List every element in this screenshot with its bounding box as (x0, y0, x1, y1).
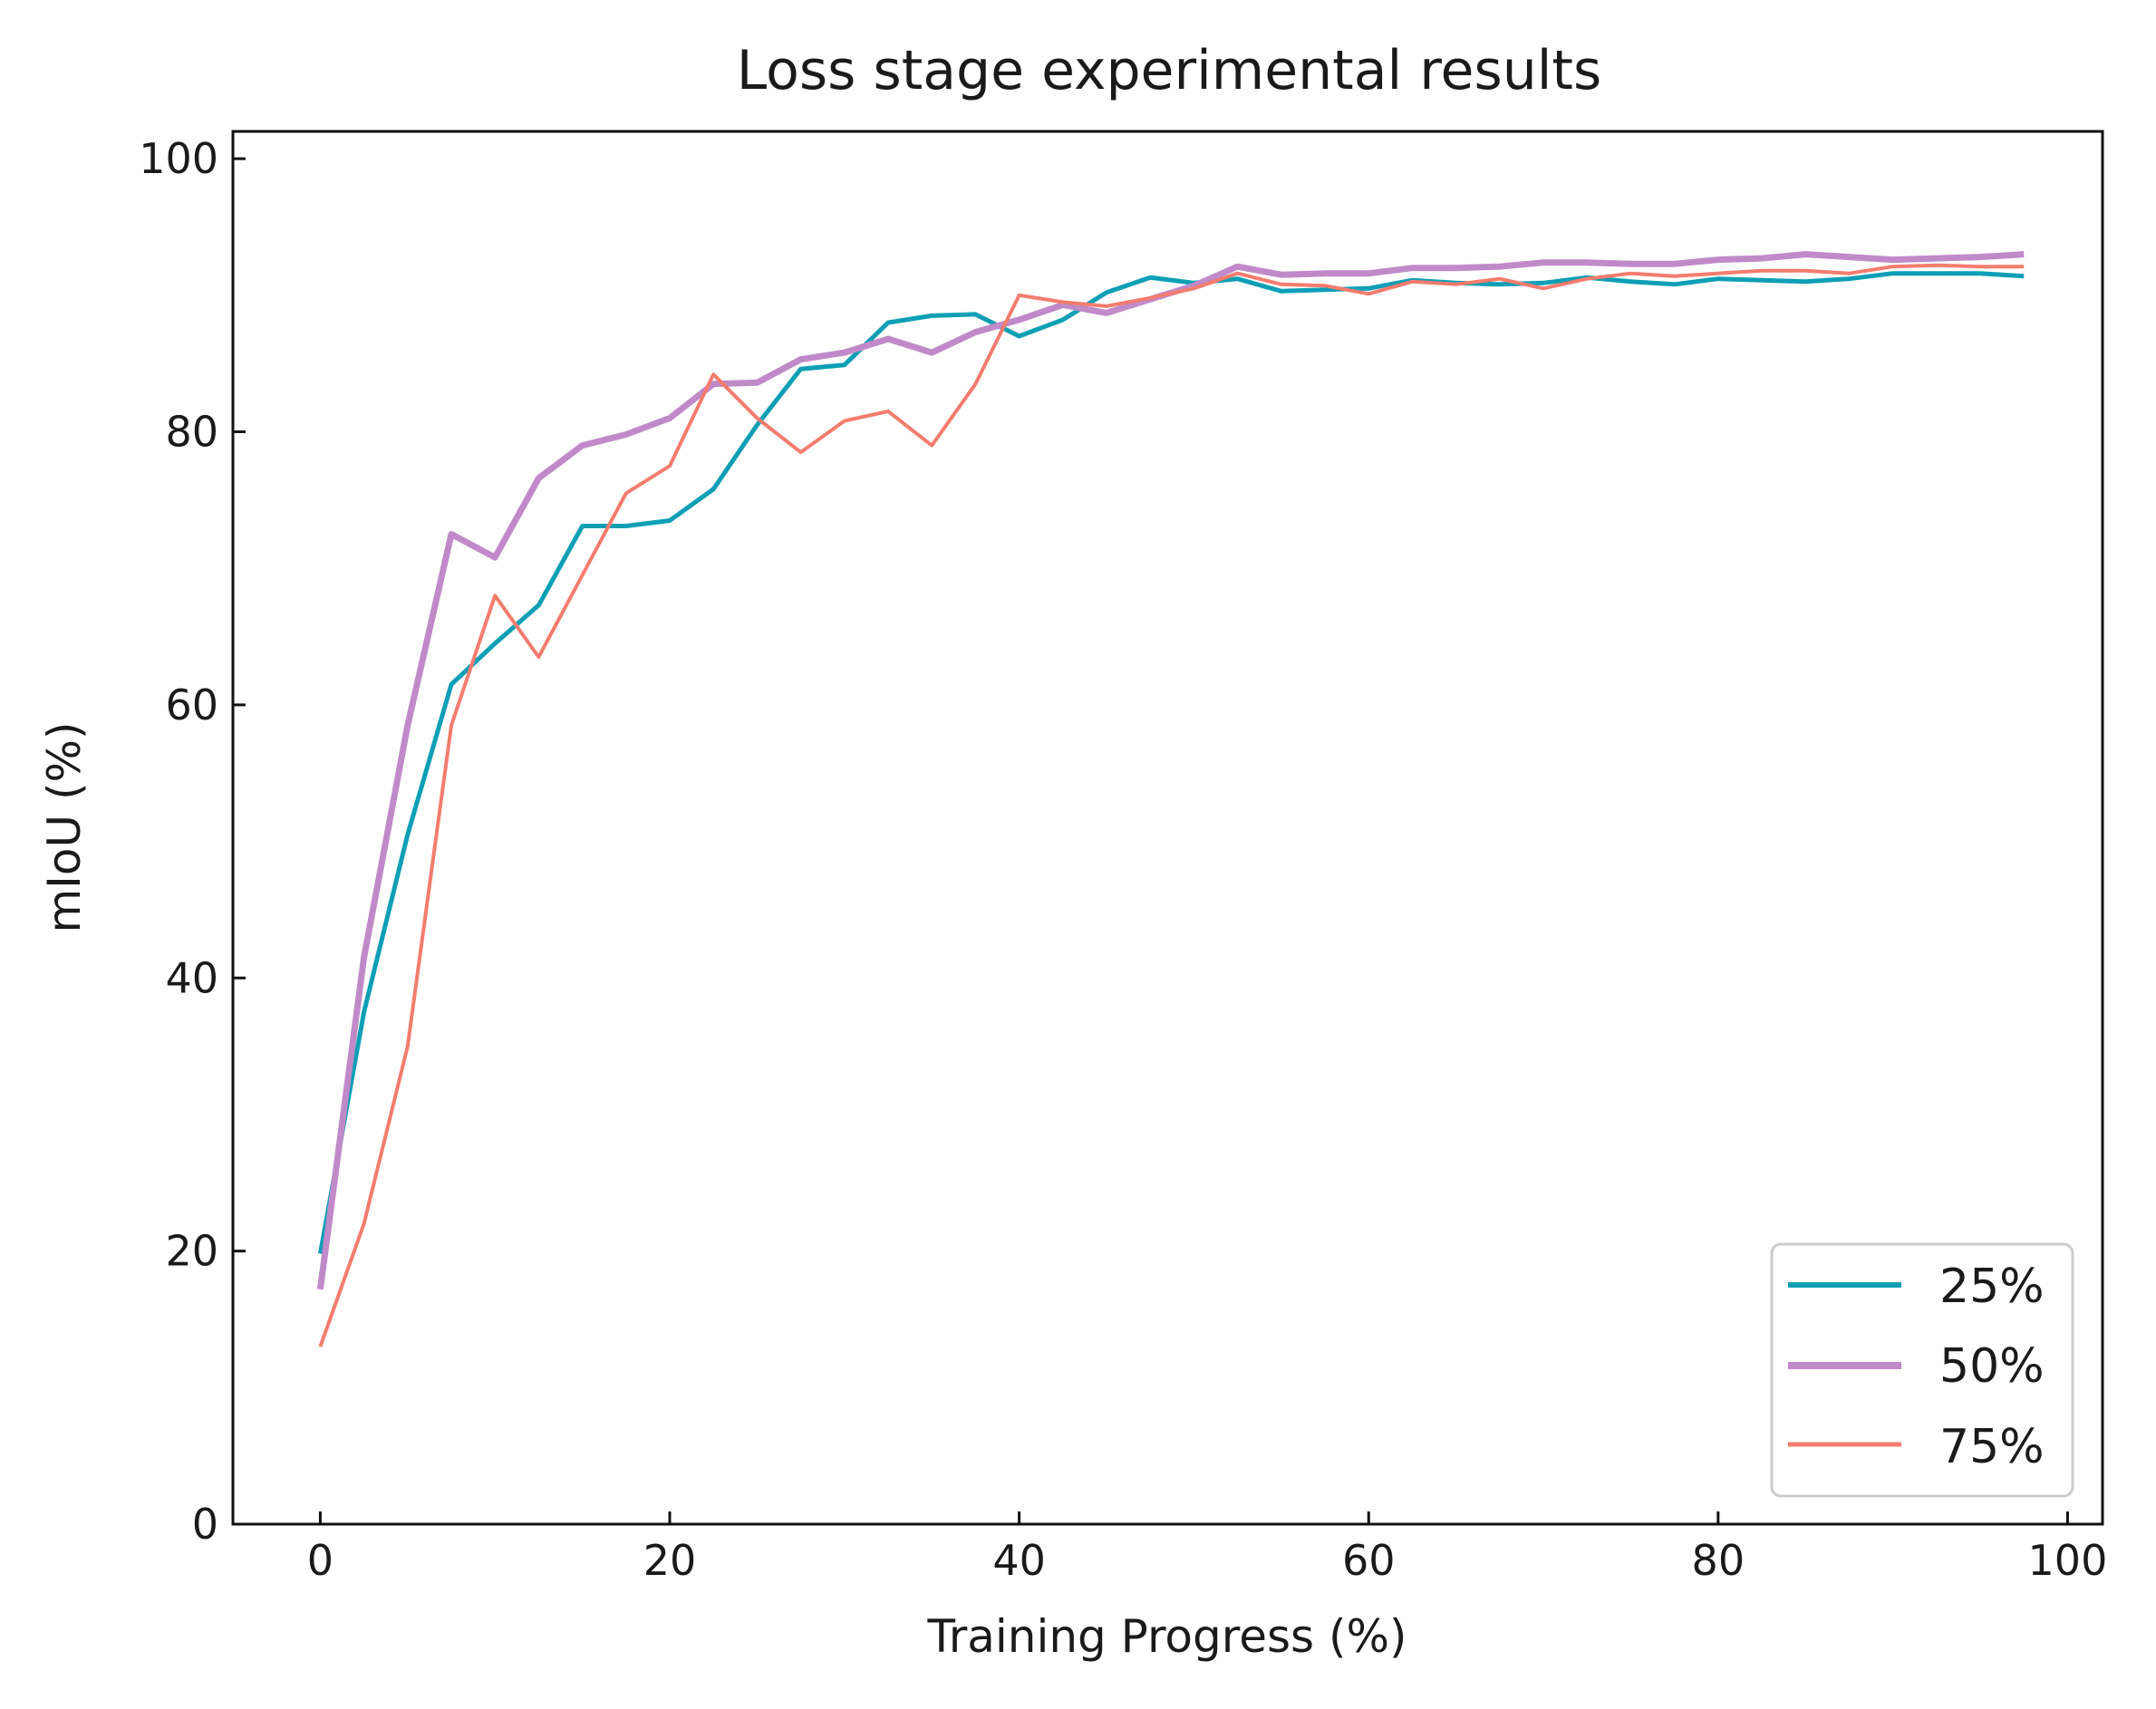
y-tick-label: 60 (165, 681, 218, 729)
y-axis: 0 20 40 60 80 100 (139, 134, 246, 1549)
x-tick-label: 100 (2028, 1536, 2108, 1585)
plot-frame (231, 130, 2104, 1526)
chart-title: Loss stage experimental results (737, 39, 1601, 102)
x-tick-label: 20 (643, 1536, 697, 1585)
y-axis-label: mIoU (%) (38, 721, 91, 932)
series-layer (316, 251, 2025, 1347)
x-tick-label: 80 (1692, 1536, 1745, 1585)
series-line-75-percent (318, 263, 2025, 1347)
y-tick-label: 40 (165, 953, 218, 1002)
x-tick-label: 40 (992, 1536, 1046, 1585)
legend-label-75: 75% (1939, 1420, 2045, 1474)
x-tick-label: 60 (1342, 1536, 1396, 1585)
legend-box (1770, 1242, 2074, 1498)
legend-label-50: 50% (1939, 1339, 2045, 1394)
legend: 25% 50% 75% (1770, 1242, 2074, 1498)
legend-label-25: 25% (1939, 1260, 2045, 1314)
y-tick-label: 20 (165, 1227, 218, 1276)
x-axis: 0 20 40 60 80 100 (307, 1511, 2108, 1585)
x-tick-label: 0 (307, 1536, 334, 1585)
series-line-25-percent (317, 271, 2025, 1255)
y-tick-label: 100 (139, 134, 218, 183)
x-axis-label: Training Progress (%) (927, 1610, 1407, 1663)
y-tick-label: 0 (192, 1500, 218, 1549)
y-tick-label: 80 (165, 408, 218, 457)
